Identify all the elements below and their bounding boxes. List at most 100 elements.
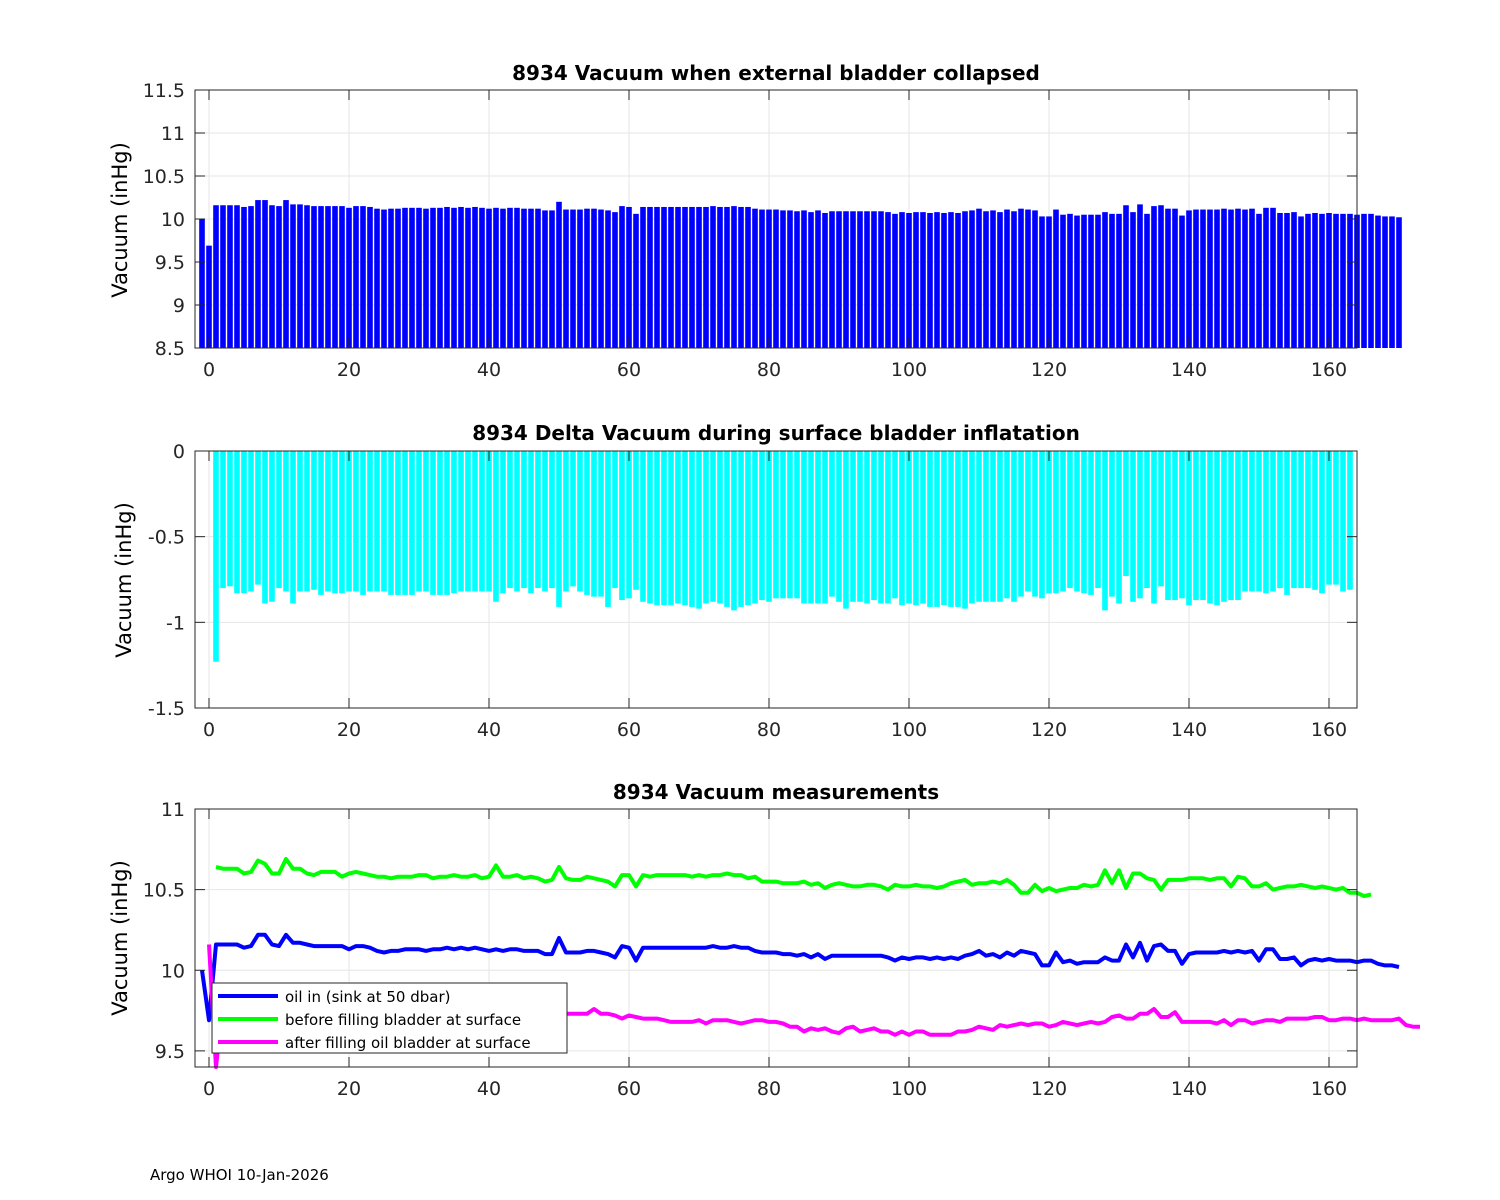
bar: [1270, 451, 1276, 592]
bar: [913, 451, 919, 606]
x-tick-label: 100: [891, 359, 927, 381]
bar: [738, 206, 744, 348]
bar: [360, 451, 366, 595]
bar: [437, 207, 443, 348]
bar: [626, 451, 632, 599]
bar: [941, 212, 947, 348]
x-tick-label: 140: [1171, 1078, 1207, 1100]
bar: [1123, 451, 1129, 577]
bar: [633, 213, 639, 348]
bar: [360, 206, 366, 348]
bar: [311, 451, 317, 590]
bar: [1263, 451, 1269, 594]
bar: [1298, 216, 1304, 348]
bar: [535, 451, 541, 589]
bar: [248, 206, 254, 348]
bar: [619, 451, 625, 601]
x-tick-label: 60: [617, 719, 641, 741]
bar: [724, 451, 730, 607]
bar: [654, 206, 660, 348]
bar: [619, 206, 625, 348]
chart-title: 8934 Vacuum when external bladder collap…: [512, 61, 1040, 85]
bar: [1305, 213, 1311, 348]
bars: [199, 200, 1402, 348]
series-line: [215, 857, 1372, 899]
bar: [997, 451, 1003, 602]
bar: [234, 205, 240, 348]
y-axis-label: Vacuum (inHg): [112, 502, 136, 658]
bar: [787, 210, 793, 348]
bar: [381, 209, 387, 348]
bar: [304, 451, 310, 592]
x-tick-label: 80: [757, 719, 781, 741]
bar: [1074, 215, 1080, 348]
bar: [521, 451, 527, 589]
bar: [689, 451, 695, 607]
bar: [549, 210, 555, 348]
x-tick-label: 40: [477, 359, 501, 381]
axes-frame: [194, 450, 1358, 709]
bar: [682, 206, 688, 348]
bar: [1137, 451, 1143, 599]
bar: [1193, 451, 1199, 601]
bar: [346, 451, 352, 592]
bar: [892, 451, 898, 599]
bar: [353, 206, 359, 348]
x-tick-label: 40: [477, 1078, 501, 1100]
bar: [1116, 451, 1122, 604]
ticks: 0 20 40 60 80 100 120 140 160 -1.5 -1 -0.5 0: [148, 441, 1357, 741]
bars: [213, 451, 1353, 662]
bar: [801, 210, 807, 348]
bar: [367, 451, 373, 592]
bar: [857, 451, 863, 602]
y-axis-label: Vacuum (inHg): [108, 142, 132, 298]
bar: [535, 208, 541, 348]
bar: [577, 209, 583, 348]
bar: [395, 208, 401, 348]
bar: [269, 451, 275, 602]
bar: [843, 451, 849, 609]
y-tick-label: 9.5: [155, 1041, 185, 1063]
bar: [913, 212, 919, 348]
bar: [794, 451, 800, 599]
bar: [906, 451, 912, 604]
bar: [1312, 212, 1318, 348]
bar: [1228, 209, 1234, 348]
bar: [1333, 213, 1339, 348]
bar: [920, 451, 926, 604]
bar: [696, 206, 702, 348]
bar: [1179, 215, 1185, 348]
y-tick-label: 10: [161, 209, 185, 231]
bar: [731, 206, 737, 348]
bar: [325, 451, 331, 592]
bar: [822, 212, 828, 348]
bar: [773, 451, 779, 599]
bar: [738, 451, 744, 607]
bar: [1116, 213, 1122, 348]
bar: [829, 451, 835, 597]
bar: [675, 206, 681, 348]
bar: [1305, 451, 1311, 589]
bar: [1207, 209, 1213, 348]
bar: [1165, 451, 1171, 601]
bar: [969, 451, 975, 604]
bar: [878, 211, 884, 348]
chart-title: 8934 Vacuum measurements: [613, 780, 939, 804]
bar: [808, 212, 814, 348]
bar: [416, 451, 422, 592]
bar: [710, 451, 716, 602]
bar: [1060, 451, 1066, 592]
bar: [1333, 451, 1339, 585]
bar: [948, 212, 954, 348]
bar: [1081, 451, 1087, 594]
bar: [409, 207, 415, 348]
x-tick-label: 160: [1311, 719, 1347, 741]
bar: [248, 451, 254, 592]
bar: [1361, 213, 1367, 348]
bar: [1172, 451, 1178, 601]
bar: [689, 206, 695, 348]
bar: [500, 451, 506, 594]
bar: [276, 451, 282, 589]
bar: [899, 451, 905, 606]
bar: [367, 206, 373, 348]
